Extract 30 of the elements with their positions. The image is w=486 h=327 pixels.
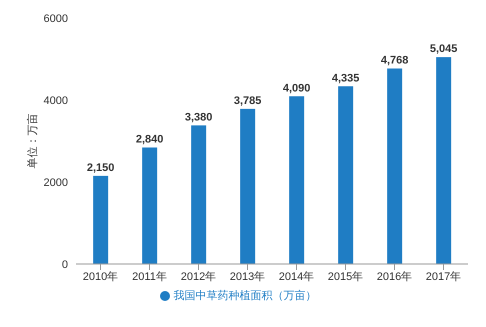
data-label: 5,045 bbox=[430, 43, 458, 56]
data-label: 4,768 bbox=[380, 54, 408, 67]
bar bbox=[93, 176, 108, 264]
x-tick-label: 2016年 bbox=[376, 270, 412, 283]
y-tick-label: 6000 bbox=[44, 12, 68, 25]
y-tick-label: 2000 bbox=[44, 176, 68, 189]
y-tick-label: 4000 bbox=[44, 94, 68, 107]
bar bbox=[289, 96, 304, 264]
data-label: 3,380 bbox=[184, 111, 212, 124]
x-tick-label: 2010年 bbox=[82, 270, 118, 283]
bar bbox=[338, 86, 354, 264]
bar bbox=[436, 57, 452, 264]
legend-label: 我国中草药种植面积（万亩） bbox=[174, 290, 316, 302]
x-tick-label: 2014年 bbox=[278, 270, 314, 283]
bar bbox=[142, 148, 158, 264]
y-tick-label: 0 bbox=[62, 258, 68, 271]
x-tick-label: 2015年 bbox=[328, 270, 364, 283]
y-axis-title: 单位：万亩 bbox=[26, 114, 39, 168]
bar bbox=[387, 68, 402, 264]
data-label: 2,840 bbox=[136, 134, 164, 146]
bar bbox=[240, 108, 256, 264]
data-label: 4,335 bbox=[332, 72, 360, 84]
bar bbox=[191, 125, 206, 264]
data-label: 3,785 bbox=[234, 94, 262, 107]
x-tick-label: 2012年 bbox=[180, 270, 216, 283]
data-label: 2,150 bbox=[86, 162, 114, 174]
x-tick-label: 2013年 bbox=[230, 270, 266, 283]
x-tick-label: 2017年 bbox=[426, 270, 462, 283]
x-tick-label: 2011年 bbox=[132, 270, 167, 283]
data-label: 4,090 bbox=[282, 82, 310, 94]
